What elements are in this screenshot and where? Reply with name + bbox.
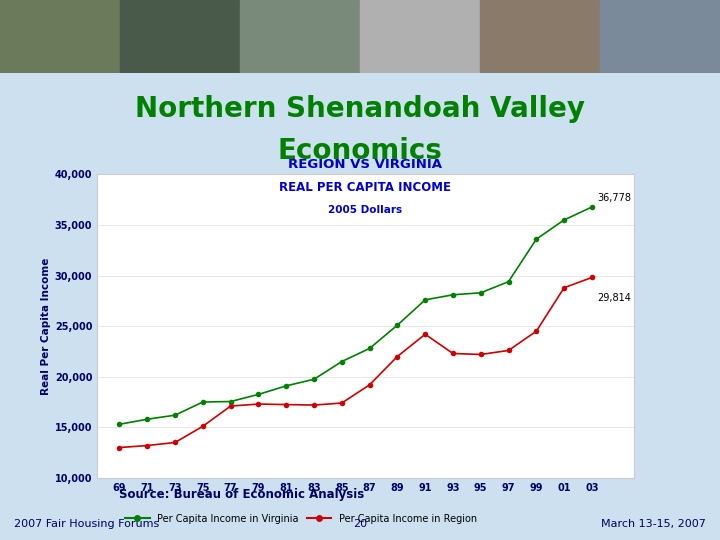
Text: REAL PER CAPITA INCOME: REAL PER CAPITA INCOME <box>279 181 451 194</box>
Legend: Per Capita Income in Virginia, Per Capita Income in Region: Per Capita Income in Virginia, Per Capit… <box>122 510 481 528</box>
Text: REGION VS VIRGINIA: REGION VS VIRGINIA <box>289 158 442 171</box>
Bar <box>0 0 120 73</box>
Text: 2005 Dollars: 2005 Dollars <box>328 205 402 215</box>
Text: Economics: Economics <box>278 137 442 165</box>
Bar <box>360 0 480 73</box>
Text: 20: 20 <box>353 519 367 529</box>
Bar <box>600 0 720 73</box>
Bar <box>480 0 600 73</box>
Text: 2007 Fair Housing Forums: 2007 Fair Housing Forums <box>14 519 160 529</box>
Bar <box>240 0 360 73</box>
Text: 29,814: 29,814 <box>598 293 631 302</box>
Bar <box>120 0 240 73</box>
Text: March 13-15, 2007: March 13-15, 2007 <box>600 519 706 529</box>
Text: 36,778: 36,778 <box>598 193 631 203</box>
Text: Northern Shenandoah Valley: Northern Shenandoah Valley <box>135 94 585 123</box>
Text: Source: Bureau of Economic Analysis: Source: Bureau of Economic Analysis <box>119 488 364 501</box>
Y-axis label: Real Per Capita Income: Real Per Capita Income <box>40 258 50 395</box>
